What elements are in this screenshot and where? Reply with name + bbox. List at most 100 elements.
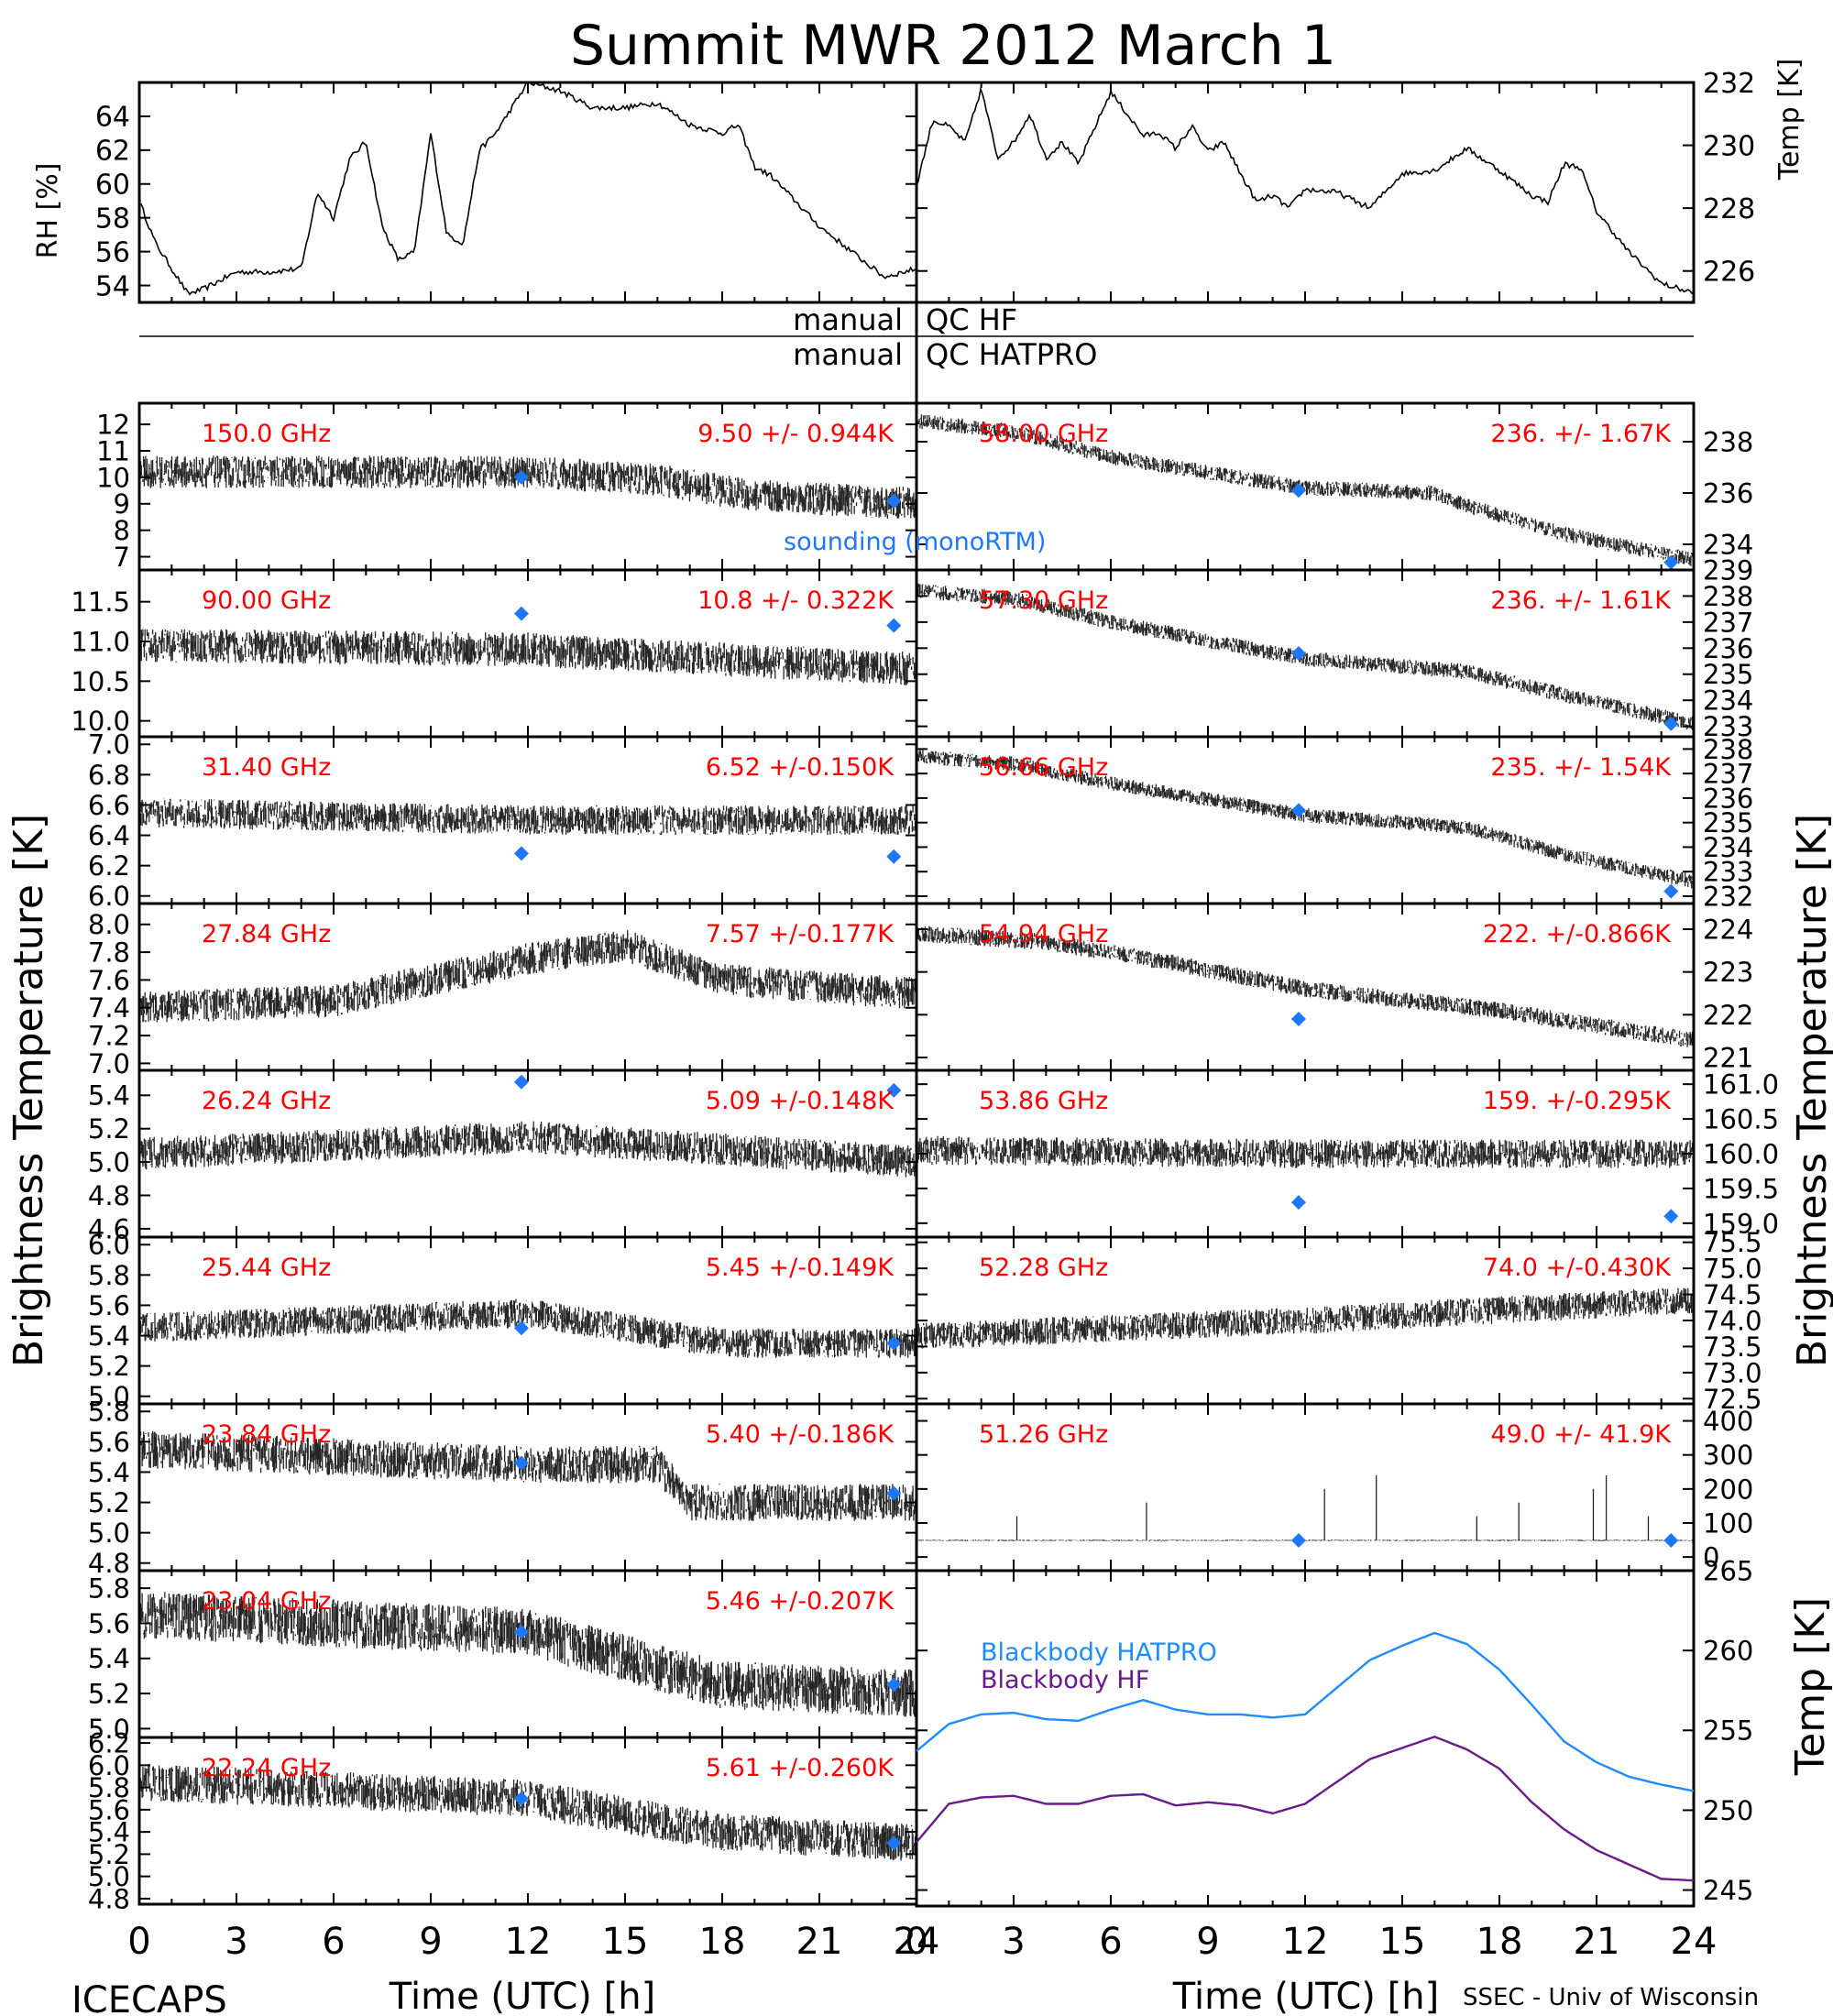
y-tick-label: 200 bbox=[1703, 1474, 1753, 1505]
hf-panel-freq-label: 23.04 GHz bbox=[202, 1587, 331, 1616]
y-tick-label: 5.6 bbox=[88, 1290, 130, 1321]
y-tick-label: 235 bbox=[1703, 659, 1753, 690]
y-tick-label: 7.2 bbox=[88, 1021, 130, 1052]
y-tick-label: 300 bbox=[1703, 1440, 1753, 1471]
sounding-point bbox=[886, 618, 902, 633]
y-tick-label: 236 bbox=[1703, 633, 1753, 664]
y-tick-label: 74.0 bbox=[1703, 1305, 1762, 1336]
y-tick-label: 73.5 bbox=[1703, 1331, 1762, 1363]
hf-panel-freq-label: 31.40 GHz bbox=[202, 753, 331, 782]
y-tick-label: 230 bbox=[1703, 130, 1755, 162]
y-tick-label: 159.0 bbox=[1703, 1208, 1779, 1239]
y-tick-label: 7.6 bbox=[88, 965, 130, 996]
x-tick-label: 18 bbox=[699, 1921, 746, 1963]
hf-panel-series bbox=[138, 798, 916, 836]
y-tick-label: 72.5 bbox=[1703, 1384, 1762, 1415]
y-tick-label: 56 bbox=[95, 236, 130, 268]
hatpro-panel-stat-label: 159. +/-0.295K bbox=[1483, 1087, 1672, 1115]
sounding-legend-label: sounding (monoRTM) bbox=[784, 528, 1046, 556]
qc-manual-hf: manual bbox=[793, 302, 903, 337]
y-tick-label: 4.8 bbox=[88, 1548, 130, 1579]
sounding-point bbox=[886, 493, 902, 509]
y-tick-label: 62 bbox=[95, 136, 130, 168]
hf-panel-stat-label: 5.61 +/-0.260K bbox=[706, 1754, 895, 1782]
y-tick-label: 5.4 bbox=[88, 1457, 130, 1488]
y-tick-label: 232 bbox=[1703, 68, 1755, 100]
sounding-point bbox=[1290, 803, 1306, 818]
y-tick-label: 100 bbox=[1703, 1507, 1753, 1539]
y-tick-label: 6.0 bbox=[88, 1230, 130, 1261]
hf-panel-stat-label: 5.09 +/-0.148K bbox=[706, 1087, 895, 1115]
y-tick-label: 4.8 bbox=[88, 1883, 130, 1914]
y-tick-label: 5.8 bbox=[88, 1573, 130, 1605]
y-tick-label: 5.8 bbox=[88, 1772, 130, 1803]
hatpro-panel-stat-label: 235. +/- 1.54K bbox=[1490, 753, 1672, 782]
qc-manual-hatpro: manual bbox=[793, 337, 903, 372]
footer-left: ICECAPS bbox=[71, 1979, 227, 2016]
y-tick-label: 221 bbox=[1703, 1042, 1753, 1073]
y-tick-label: 75.0 bbox=[1703, 1254, 1762, 1285]
y-tick-label: 58 bbox=[95, 203, 130, 235]
sounding-point bbox=[1663, 883, 1679, 899]
y-tick-label: 228 bbox=[1703, 193, 1755, 225]
y-tick-label: 250 bbox=[1703, 1795, 1753, 1826]
sounding-point bbox=[1663, 716, 1679, 731]
qc-hatpro-label: QC HATPRO bbox=[926, 337, 1097, 372]
y-tick-label: 6.0 bbox=[88, 881, 130, 912]
y-tick-label: 5.2 bbox=[88, 1113, 130, 1145]
y-tick-label: 54 bbox=[95, 270, 130, 302]
hf-panel-series bbox=[138, 455, 916, 519]
hatpro-panel-freq-label: 58.00 GHz bbox=[979, 420, 1108, 448]
y-tick-label: 5.2 bbox=[88, 1839, 130, 1870]
x-tick-label: 9 bbox=[419, 1921, 442, 1963]
x-tick-label: 21 bbox=[1574, 1921, 1620, 1963]
y-tick-label: 5.2 bbox=[88, 1351, 130, 1382]
legend-blackbody-hf: Blackbody HF bbox=[981, 1666, 1149, 1694]
y-tick-label: 234 bbox=[1703, 832, 1753, 863]
y-tick-label: 6.4 bbox=[88, 820, 130, 851]
y-tick-label: 222 bbox=[1703, 1000, 1753, 1031]
hatpro-panel-series bbox=[916, 1135, 1694, 1168]
x-tick-label: 6 bbox=[1099, 1921, 1122, 1963]
y-tick-label: 5.4 bbox=[88, 1080, 130, 1112]
qc-hf-label: QC HF bbox=[926, 302, 1017, 337]
rh-series-line bbox=[138, 81, 917, 296]
y-tick-label: 223 bbox=[1703, 957, 1753, 988]
y-tick-label: 11.5 bbox=[71, 586, 130, 618]
y-tick-label: 265 bbox=[1703, 1555, 1753, 1586]
y-tick-label: 5.2 bbox=[88, 1679, 130, 1710]
y-tick-label: 60 bbox=[95, 170, 130, 202]
x-tick-label: 3 bbox=[225, 1921, 247, 1963]
hf-panel-stat-label: 6.52 +/-0.150K bbox=[706, 753, 895, 782]
y-tick-label: 7 bbox=[114, 542, 130, 573]
chart-title: Summit MWR 2012 March 1 bbox=[570, 14, 1336, 78]
y-tick-label: 7.0 bbox=[88, 729, 130, 761]
hatpro-panel-series bbox=[916, 414, 1694, 566]
y-tick-label: 12 bbox=[96, 410, 130, 441]
hatpro-panel-series bbox=[916, 926, 1694, 1047]
x-tick-label: 6 bbox=[322, 1921, 345, 1963]
y-tick-label: 233 bbox=[1703, 711, 1753, 742]
y-tick-label: 11.0 bbox=[71, 626, 130, 657]
hatpro-panel-freq-label: 57.30 GHz bbox=[979, 586, 1108, 615]
sounding-point bbox=[886, 849, 902, 864]
hatpro-panel-freq-label: 51.26 GHz bbox=[979, 1420, 1108, 1449]
sounding-point bbox=[513, 606, 529, 621]
sounding-point bbox=[886, 1335, 902, 1351]
blackbody-hf-line bbox=[916, 1736, 1695, 1882]
y-tick-label: 236 bbox=[1703, 783, 1753, 814]
sounding-point bbox=[1290, 1195, 1306, 1211]
y-tick-label: 238 bbox=[1703, 581, 1753, 612]
y-axis-label-rh: RH [%] bbox=[32, 163, 64, 259]
y-tick-label: 64 bbox=[95, 102, 130, 134]
hatpro-panel-freq-label: 56.66 GHz bbox=[979, 753, 1108, 782]
y-tick-label: 7.8 bbox=[88, 937, 130, 969]
hf-panel-freq-label: 25.44 GHz bbox=[202, 1254, 331, 1282]
hf-panel-freq-label: 23.84 GHz bbox=[202, 1420, 331, 1449]
hf-panel-stat-label: 9.50 +/- 0.944K bbox=[697, 420, 895, 448]
y-tick-label: 4.6 bbox=[88, 1213, 130, 1244]
y-tick-label: 224 bbox=[1703, 914, 1753, 945]
y-axis-label-bt-left: Brightness Temperature [K] bbox=[5, 814, 52, 1367]
sounding-point bbox=[513, 1455, 529, 1471]
